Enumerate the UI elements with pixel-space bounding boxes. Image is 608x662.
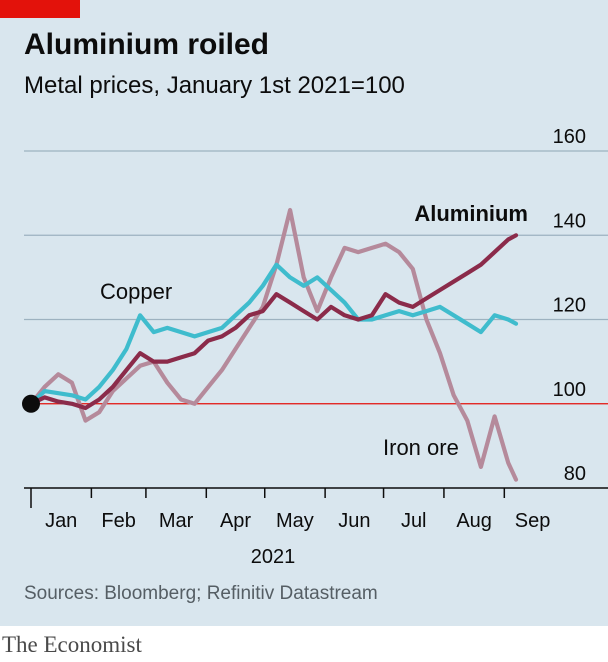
- source-note: Sources: Bloomberg; Refinitiv Datastream: [24, 583, 378, 604]
- y-tick-label-140: 140: [553, 210, 586, 232]
- x-tick-label-jun: Jun: [338, 510, 370, 532]
- x-year-label: 2021: [251, 546, 296, 568]
- series-label-aluminium: Aluminium: [414, 201, 528, 226]
- series-label-iron-ore: Iron ore: [383, 435, 459, 460]
- x-tick-label-aug: Aug: [456, 510, 492, 532]
- x-tick-label-apr: Apr: [220, 510, 251, 532]
- y-tick-label-80: 80: [564, 463, 586, 485]
- y-tick-label-120: 120: [553, 295, 586, 317]
- series-line-aluminium: [28, 233, 519, 411]
- chart-title: Aluminium roiled: [24, 28, 270, 61]
- brand-tag: [0, 0, 80, 18]
- series-label-copper: Copper: [100, 279, 172, 304]
- x-tick-label-sep: Sep: [515, 510, 551, 532]
- x-tick-label-mar: Mar: [159, 510, 194, 532]
- chart-subtitle: Metal prices, January 1st 2021=100: [24, 72, 405, 99]
- x-tick-label-feb: Feb: [101, 510, 135, 532]
- y-tick-label-100: 100: [553, 379, 586, 401]
- start-dot: [22, 394, 40, 413]
- x-tick-label-may: May: [276, 510, 314, 532]
- x-tick-label-jan: Jan: [45, 510, 77, 532]
- x-tick-label-jul: Jul: [401, 510, 427, 532]
- series-line-copper: [28, 262, 519, 406]
- y-tick-label-160: 160: [553, 126, 586, 148]
- chart-svg: 80 120 140 160 100 Jan Feb Mar Apr May Jun Jul Aug Se…: [22, 126, 608, 568]
- brand-footer: The Economist: [2, 632, 142, 657]
